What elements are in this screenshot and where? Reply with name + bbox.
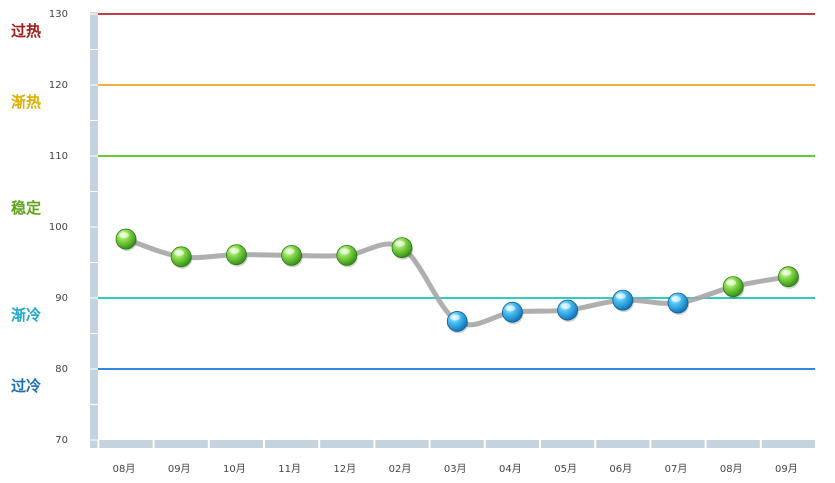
x-tick-label: 05月 <box>554 463 577 475</box>
data-point <box>115 228 137 252</box>
y-tick-label: 70 <box>55 435 68 446</box>
data-point-highlight <box>726 279 737 286</box>
data-point <box>281 244 303 268</box>
y-tick-label: 90 <box>55 293 68 304</box>
y-tick-label: 80 <box>55 364 68 375</box>
zone-label: 过冷 <box>11 377 41 395</box>
zone-label: 渐冷 <box>11 306 41 324</box>
x-tick-label: 02月 <box>389 463 412 475</box>
data-point-marker <box>336 244 358 266</box>
x-tick-label: 09月 <box>168 463 191 475</box>
data-point <box>502 301 524 325</box>
y-tick-label: 100 <box>49 222 68 233</box>
data-point <box>446 311 469 334</box>
data-point-marker <box>391 237 413 258</box>
x-tick-label: 08月 <box>113 463 136 475</box>
data-point-highlight <box>229 247 240 254</box>
y-axis-bar <box>90 12 98 448</box>
x-tick-label: 07月 <box>665 463 688 475</box>
data-point-highlight <box>119 232 129 239</box>
data-point-marker <box>667 292 689 314</box>
data-point-highlight <box>174 249 185 256</box>
data-point <box>336 244 358 268</box>
x-tick-label: 06月 <box>609 463 632 475</box>
data-point-marker <box>502 301 523 323</box>
data-point-marker <box>778 266 799 288</box>
data-point <box>391 237 413 260</box>
x-tick-label: 09月 <box>775 463 798 475</box>
zone-label: 过热 <box>11 22 41 40</box>
x-tick-label: 11月 <box>278 463 301 475</box>
data-point-marker <box>612 289 634 311</box>
data-point-highlight <box>671 295 681 302</box>
data-point <box>225 244 248 267</box>
y-tick-label: 130 <box>49 9 68 20</box>
data-point-highlight <box>395 240 405 247</box>
data-point-marker <box>557 299 578 321</box>
zone-label: 渐热 <box>11 93 41 111</box>
x-axis-bar <box>90 440 815 448</box>
x-tick-label: 04月 <box>499 463 522 475</box>
data-point-marker <box>115 228 137 250</box>
data-point-highlight <box>339 248 350 255</box>
data-point <box>722 276 745 299</box>
x-tick-label: 12月 <box>333 463 356 475</box>
data-point-marker <box>281 244 303 266</box>
data-point-highlight <box>284 248 295 255</box>
data-point-marker <box>170 246 192 268</box>
data-point <box>612 289 634 313</box>
data-point-marker <box>225 244 247 266</box>
x-tick-label: 03月 <box>444 463 467 475</box>
points-layer <box>115 228 800 334</box>
data-point <box>557 299 579 323</box>
x-tick-label: 10月 <box>223 463 246 475</box>
data-point <box>778 266 800 289</box>
data-point-highlight <box>615 293 626 300</box>
data-point-highlight <box>560 303 571 310</box>
data-point-marker <box>722 276 744 298</box>
x-tick-label: 08月 <box>720 463 743 475</box>
data-point-highlight <box>781 269 792 276</box>
data-point <box>667 292 689 315</box>
zone-label: 稳定 <box>11 199 41 217</box>
y-tick-label: 110 <box>49 151 68 162</box>
y-tick-label: 120 <box>49 80 68 91</box>
axes-layer: 70 80 90 100 110 120 130 08月 09月 10月 11月 12月 02月 03月 0… <box>49 9 817 475</box>
data-point-marker <box>446 311 468 332</box>
data-point-highlight <box>450 314 461 321</box>
data-point-highlight <box>505 305 516 312</box>
data-point <box>170 246 193 269</box>
